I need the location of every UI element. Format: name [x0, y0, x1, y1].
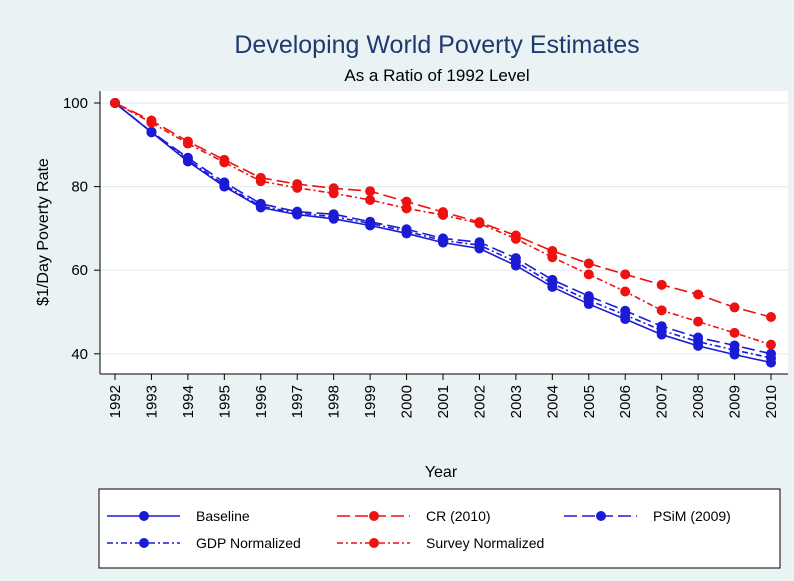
legend-marker [369, 511, 379, 521]
x-tick-label: 2003 [508, 385, 525, 418]
x-tick-label: 1995 [216, 385, 233, 418]
legend-label: Baseline [196, 508, 250, 524]
data-point [182, 154, 193, 165]
data-point [255, 201, 266, 212]
data-point [219, 157, 230, 168]
y-axis-title: $1/Day Poverty Rate [35, 158, 52, 306]
legend: Baseline CR (2010) PSiM (2009) GDP Normaliz… [107, 508, 731, 551]
x-tick-label: 2001 [435, 385, 452, 418]
legend-label: PSiM (2009) [653, 508, 731, 524]
y-axis: 40 60 80 100 [63, 95, 100, 363]
x-tick-label: 1994 [180, 385, 197, 418]
x-tick-label: 2006 [617, 385, 634, 418]
legend-marker [596, 511, 606, 521]
x-tick-label: 2009 [727, 385, 744, 418]
data-point [474, 218, 485, 229]
y-tick-label: 80 [71, 179, 88, 196]
data-point [620, 309, 631, 320]
data-point [766, 352, 776, 363]
x-axis-title: Year [425, 464, 458, 481]
data-point [365, 218, 376, 229]
x-tick-label: 1996 [253, 385, 270, 418]
data-point [693, 316, 704, 327]
data-point [146, 127, 157, 138]
data-point [766, 312, 776, 323]
data-point [656, 325, 667, 336]
legend-item: Survey Normalized [337, 535, 544, 551]
legend-label: GDP Normalized [196, 535, 301, 551]
data-point [110, 98, 120, 108]
data-point [219, 179, 230, 190]
data-point [766, 339, 776, 350]
data-point [401, 226, 412, 237]
legend-marker [139, 538, 149, 548]
data-point [583, 295, 594, 306]
series-4 [110, 98, 776, 350]
x-tick-label: 1993 [143, 385, 160, 418]
data-point [656, 305, 667, 316]
x-tick-label: 2005 [581, 385, 598, 418]
legend-label: CR (2010) [426, 508, 491, 524]
legend-marker [369, 538, 379, 548]
data-point [693, 336, 704, 347]
chart-title: Developing World Poverty Estimates [234, 31, 639, 59]
data-point [729, 345, 740, 356]
data-point [729, 302, 740, 313]
x-tick-label: 2010 [763, 385, 780, 418]
legend-box [98, 488, 781, 569]
data-point [328, 188, 339, 199]
data-point [547, 278, 558, 289]
data-point [365, 194, 376, 205]
x-tick-label: 2008 [690, 385, 707, 418]
x-tick-label: 1997 [289, 385, 306, 418]
x-tick-label: 1992 [107, 385, 124, 418]
data-point [438, 210, 448, 221]
x-tick-label: 2000 [399, 385, 416, 418]
data-point [620, 269, 631, 280]
data-point [510, 233, 521, 244]
legend-item: GDP Normalized [107, 535, 301, 551]
chart-subtitle: As a Ratio of 1992 Level [344, 66, 529, 85]
legend-marker [139, 511, 149, 521]
legend-item: Baseline [107, 508, 250, 524]
data-point [693, 289, 704, 300]
legend-label: Survey Normalized [426, 535, 544, 551]
x-tick-label: 2007 [654, 385, 671, 418]
data-point [547, 252, 558, 263]
x-tick-label: 1999 [362, 385, 379, 418]
data-point [510, 256, 521, 267]
data-point [438, 235, 448, 246]
data-point [401, 203, 412, 214]
x-tick-label: 1998 [326, 385, 343, 418]
x-axis: 1992 1993 1994 1995 1996 1997 1998 1999 2000 2001… [107, 374, 780, 418]
data-point [729, 327, 740, 338]
data-point [255, 176, 266, 187]
y-tick-label: 60 [71, 262, 88, 279]
x-tick-label: 2004 [544, 385, 561, 418]
data-point [620, 286, 631, 297]
plot-area [100, 91, 788, 374]
data-point [292, 207, 303, 218]
data-point [365, 186, 376, 197]
legend-item: PSiM (2009) [564, 508, 731, 524]
y-tick-label: 40 [71, 346, 88, 363]
data-point [328, 211, 339, 222]
series-layer [110, 98, 776, 368]
data-point [583, 269, 594, 280]
legend-item: CR (2010) [337, 508, 491, 524]
x-tick-label: 2002 [471, 385, 488, 418]
data-point [583, 258, 594, 269]
data-point [146, 117, 157, 128]
data-point [182, 138, 193, 149]
gridlines [100, 102, 788, 355]
y-tick-label: 100 [63, 95, 88, 112]
data-point [474, 240, 485, 251]
data-point [656, 279, 667, 290]
data-point [292, 182, 303, 193]
